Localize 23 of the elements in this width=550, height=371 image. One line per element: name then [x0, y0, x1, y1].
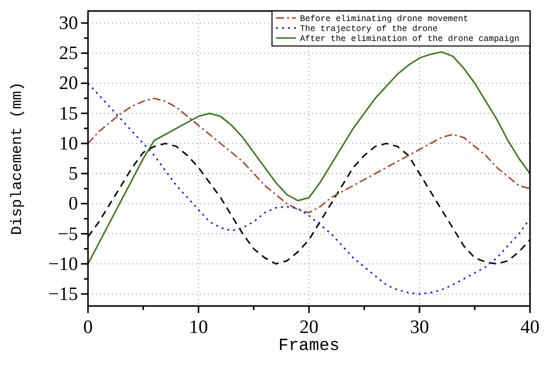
line-series	[88, 51, 530, 265]
y-tick-label: 5	[68, 164, 78, 185]
legend-label: After the elimination of the drone campaign	[300, 34, 520, 44]
y-tick-label: −15	[48, 284, 78, 305]
y-tick-label: −10	[48, 254, 78, 275]
y-tick-label: −5	[58, 224, 78, 245]
y-tick-label: 0	[68, 194, 78, 215]
y-tick-label: 25	[59, 43, 78, 64]
x-tick-label: 0	[83, 317, 93, 338]
x-tick-label: 10	[189, 317, 208, 338]
y-tick-label: 10	[59, 133, 78, 154]
x-tick-label: 40	[520, 317, 540, 338]
legend-label: Before eliminating drone movement	[300, 14, 468, 24]
y-tick-label: 30	[59, 13, 78, 34]
x-axis-title: Frames	[278, 337, 340, 356]
legend-label: The trajectory of the drone	[300, 24, 438, 34]
y-tick-label: 15	[59, 103, 78, 124]
x-tick-label: 30	[410, 317, 429, 338]
line-series	[88, 98, 530, 214]
x-tick-label: 20	[300, 317, 318, 338]
y-axis-title: Displacement (mm)	[9, 82, 26, 236]
y-tick-label: 20	[59, 73, 78, 94]
line-series	[88, 82, 530, 295]
